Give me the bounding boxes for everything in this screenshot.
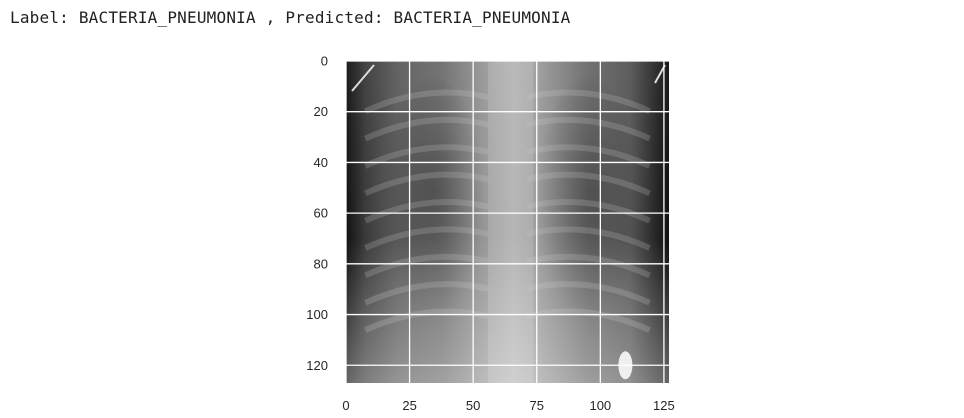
- x-tick-label: 25: [402, 398, 416, 413]
- separator: ,: [255, 8, 286, 27]
- grid-lines: [345, 60, 669, 383]
- x-tick-label: 100: [589, 398, 611, 413]
- y-axis-ticks: 0 20 40 60 80 100 120: [306, 54, 328, 373]
- x-axis-ticks: 0 25 50 75 100 125: [342, 398, 674, 413]
- y-tick-label: 80: [314, 256, 328, 271]
- x-tick-label: 50: [466, 398, 480, 413]
- diaphragm-shading: [346, 61, 669, 383]
- label-value: BACTERIA_PNEUMONIA: [78, 8, 256, 27]
- y-tick-label: 100: [306, 307, 328, 322]
- y-tick-label: 120: [306, 358, 328, 373]
- x-tick-label: 75: [530, 398, 544, 413]
- y-tick-label: 40: [314, 155, 328, 170]
- x-tick-label: 125: [653, 398, 675, 413]
- wire-artifact: [351, 64, 375, 92]
- label-prefix: Label:: [10, 8, 79, 27]
- y-tick-label: 20: [314, 104, 328, 119]
- predicted-value: BACTERIA_PNEUMONIA: [393, 8, 571, 27]
- cell-output-text: Label: BACTERIA_PNEUMONIA , Predicted: B…: [10, 8, 571, 27]
- xray-image: [346, 61, 669, 383]
- x-tick-label: 0: [342, 398, 349, 413]
- y-tick-label: 0: [321, 54, 328, 69]
- predicted-prefix: Predicted:: [285, 8, 394, 27]
- y-tick-label: 60: [314, 206, 328, 221]
